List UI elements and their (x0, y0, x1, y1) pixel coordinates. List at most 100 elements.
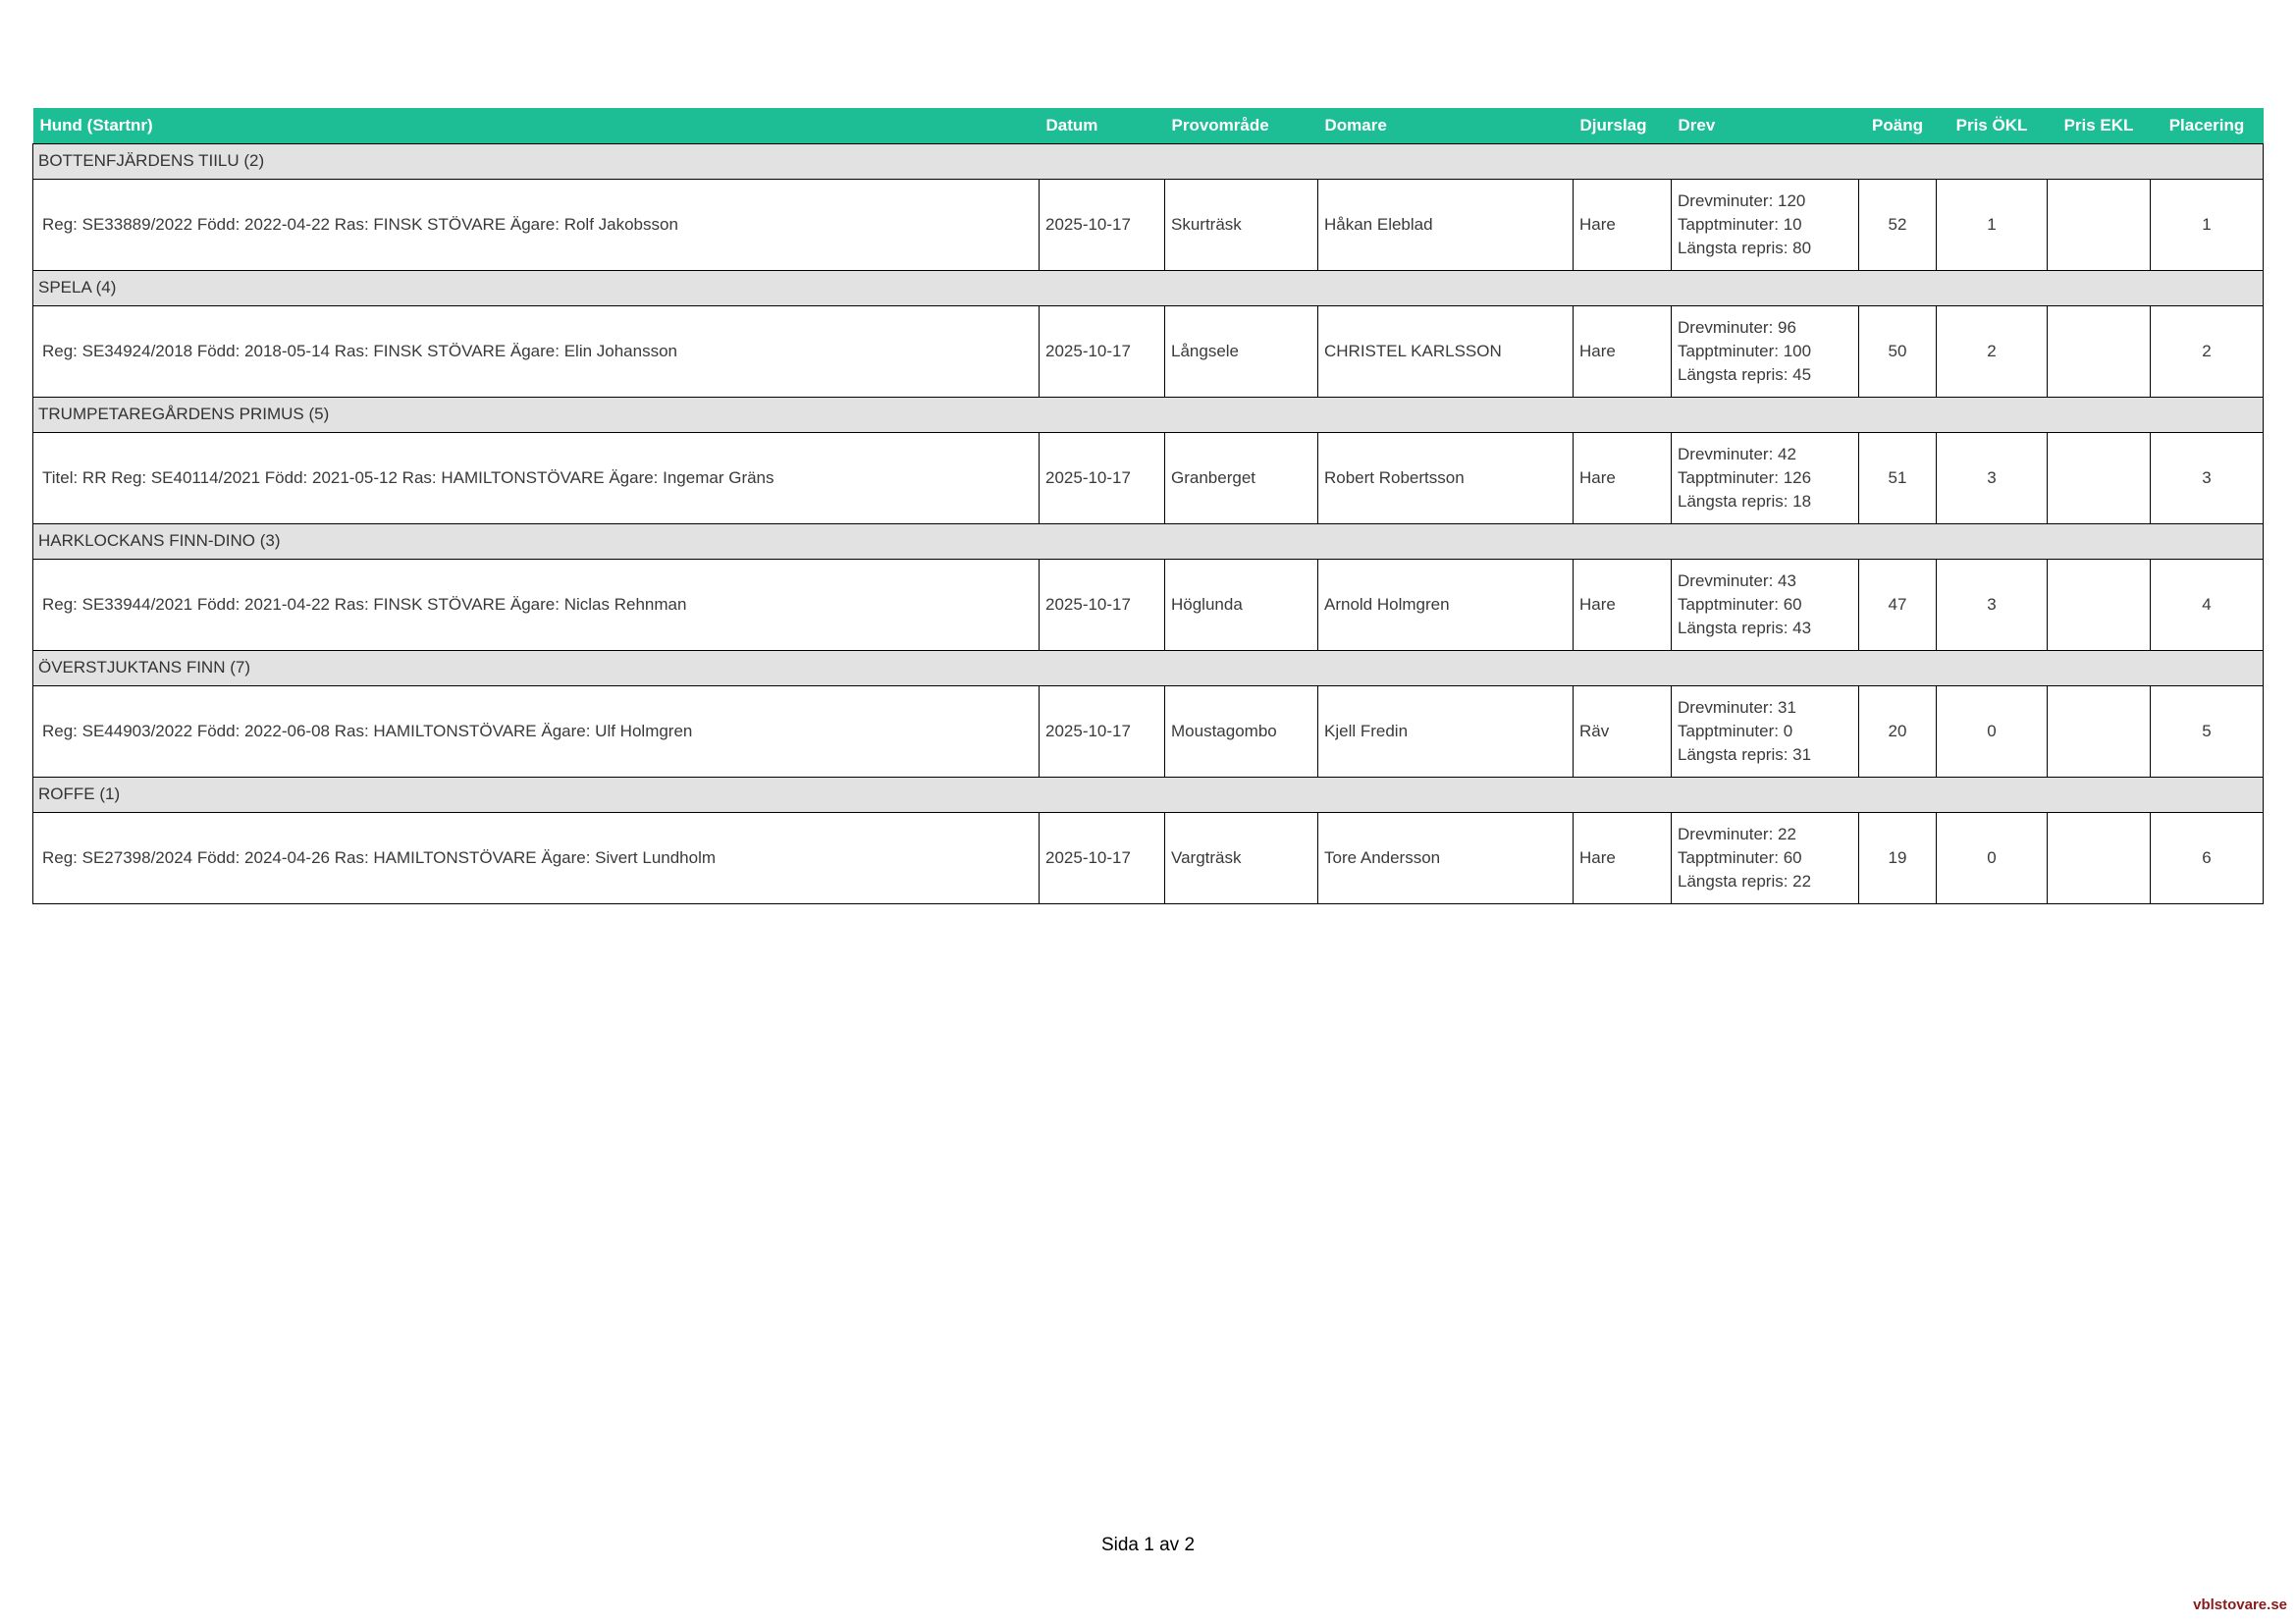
cell-djurslag: Hare (1573, 558, 1672, 651)
langsta-repris-value: Längsta repris: 43 (1678, 618, 1812, 637)
cell-poang: 52 (1858, 178, 1937, 271)
tapptminuter-value: Tapptminuter: 60 (1678, 594, 1802, 614)
tapptminuter-value: Tapptminuter: 60 (1678, 847, 1802, 867)
drevminuter-value: Drevminuter: 43 (1678, 570, 1796, 590)
cell-pris-okl: 0 (1936, 684, 2048, 778)
tapptminuter-value: Tapptminuter: 0 (1678, 721, 1793, 740)
dog-name-label: HARKLOCKANS FINN-DINO (3) (32, 522, 2264, 560)
cell-datum: 2025-10-17 (1039, 304, 1165, 398)
langsta-repris-value: Längsta repris: 80 (1678, 238, 1812, 257)
cell-placering: 6 (2150, 811, 2264, 904)
cell-pris-okl: 0 (1936, 811, 2048, 904)
cell-provomrade: Skurträsk (1164, 178, 1318, 271)
column-header-provomrade: Provområde (1164, 108, 1318, 143)
cell-domare: Håkan Eleblad (1317, 178, 1574, 271)
cell-hund: Reg: SE33889/2022 Född: 2022-04-22 Ras: … (32, 178, 1040, 271)
cell-placering: 5 (2150, 684, 2264, 778)
cell-pris-okl: 2 (1936, 304, 2048, 398)
cell-domare: Robert Robertsson (1317, 431, 1574, 524)
dog-group-header: SPELA (4) (32, 269, 2264, 306)
result-row: Reg: SE27398/2024 Född: 2024-04-26 Ras: … (32, 811, 2264, 904)
column-header-hund: Hund (Startnr) (32, 108, 1040, 143)
cell-datum: 2025-10-17 (1039, 431, 1165, 524)
dog-group-header: ROFFE (1) (32, 776, 2264, 813)
result-row: Reg: SE34924/2018 Född: 2018-05-14 Ras: … (32, 304, 2264, 398)
tapptminuter-value: Tapptminuter: 126 (1678, 467, 1812, 487)
cell-djurslag: Hare (1573, 431, 1672, 524)
cell-provomrade: Höglunda (1164, 558, 1318, 651)
cell-pris-ekl (2047, 431, 2151, 524)
cell-datum: 2025-10-17 (1039, 178, 1165, 271)
dog-name-label: BOTTENFJÄRDENS TIILU (2) (32, 142, 2264, 180)
cell-poang: 47 (1858, 558, 1937, 651)
cell-djurslag: Hare (1573, 304, 1672, 398)
cell-pris-okl: 3 (1936, 431, 2048, 524)
cell-poang: 19 (1858, 811, 1937, 904)
cell-provomrade: Vargträsk (1164, 811, 1318, 904)
site-logo-text: vblstovare.se (2193, 1597, 2287, 1613)
cell-datum: 2025-10-17 (1039, 684, 1165, 778)
tapptminuter-value: Tapptminuter: 10 (1678, 214, 1802, 234)
page-number-label: Sida 1 av 2 (1100, 1535, 1196, 1555)
cell-hund: Reg: SE33944/2021 Född: 2021-04-22 Ras: … (32, 558, 1040, 651)
cell-hund: Reg: SE27398/2024 Född: 2024-04-26 Ras: … (32, 811, 1040, 904)
column-header-drev: Drev (1671, 108, 1859, 143)
cell-pris-ekl (2047, 684, 2151, 778)
column-header-datum: Datum (1039, 108, 1165, 143)
drevminuter-value: Drevminuter: 22 (1678, 824, 1796, 843)
drevminuter-value: Drevminuter: 42 (1678, 444, 1796, 463)
cell-datum: 2025-10-17 (1039, 558, 1165, 651)
cell-pris-ekl (2047, 558, 2151, 651)
cell-pris-ekl (2047, 178, 2151, 271)
cell-drev: Drevminuter: 22 Tapptminuter: 60 Längsta… (1671, 811, 1859, 904)
langsta-repris-value: Längsta repris: 31 (1678, 744, 1812, 764)
drevminuter-value: Drevminuter: 31 (1678, 697, 1796, 717)
result-row: Reg: SE44903/2022 Född: 2022-06-08 Ras: … (32, 684, 2264, 778)
column-header-pris-ekl: Pris EKL (2047, 108, 2151, 143)
cell-placering: 1 (2150, 178, 2264, 271)
cell-poang: 50 (1858, 304, 1937, 398)
cell-placering: 4 (2150, 558, 2264, 651)
cell-djurslag: Räv (1573, 684, 1672, 778)
cell-placering: 2 (2150, 304, 2264, 398)
cell-drev: Drevminuter: 96 Tapptminuter: 100 Längst… (1671, 304, 1859, 398)
dog-name-label: ÖVERSTJUKTANS FINN (7) (32, 649, 2264, 686)
column-header-djurslag: Djurslag (1573, 108, 1672, 143)
cell-datum: 2025-10-17 (1039, 811, 1165, 904)
cell-domare: Arnold Holmgren (1317, 558, 1574, 651)
cell-drev: Drevminuter: 31 Tapptminuter: 0 Längsta … (1671, 684, 1859, 778)
cell-provomrade: Moustagombo (1164, 684, 1318, 778)
dog-name-label: ROFFE (1) (32, 776, 2264, 813)
langsta-repris-value: Längsta repris: 18 (1678, 491, 1812, 511)
table-header-row: Hund (Startnr) Datum Provområde Domare D… (32, 108, 2264, 143)
langsta-repris-value: Längsta repris: 45 (1678, 364, 1812, 384)
column-header-domare: Domare (1317, 108, 1574, 143)
column-header-placering: Placering (2150, 108, 2264, 143)
cell-domare: Tore Andersson (1317, 811, 1574, 904)
dog-group-header: BOTTENFJÄRDENS TIILU (2) (32, 142, 2264, 180)
dog-name-label: TRUMPETAREGÅRDENS PRIMUS (5) (32, 396, 2264, 433)
drevminuter-value: Drevminuter: 120 (1678, 190, 1806, 210)
tapptminuter-value: Tapptminuter: 100 (1678, 341, 1812, 360)
cell-hund: Titel: RR Reg: SE40114/2021 Född: 2021-0… (32, 431, 1040, 524)
cell-provomrade: Granberget (1164, 431, 1318, 524)
column-header-poang: Poäng (1858, 108, 1937, 143)
cell-placering: 3 (2150, 431, 2264, 524)
cell-drev: Drevminuter: 42 Tapptminuter: 126 Längst… (1671, 431, 1859, 524)
cell-drev: Drevminuter: 43 Tapptminuter: 60 Längsta… (1671, 558, 1859, 651)
cell-hund: Reg: SE44903/2022 Född: 2022-06-08 Ras: … (32, 684, 1040, 778)
cell-pris-okl: 3 (1936, 558, 2048, 651)
cell-hund: Reg: SE34924/2018 Född: 2018-05-14 Ras: … (32, 304, 1040, 398)
cell-poang: 20 (1858, 684, 1937, 778)
cell-poang: 51 (1858, 431, 1937, 524)
langsta-repris-value: Längsta repris: 22 (1678, 871, 1812, 891)
result-row: Titel: RR Reg: SE40114/2021 Född: 2021-0… (32, 431, 2264, 524)
dog-group-header: ÖVERSTJUKTANS FINN (7) (32, 649, 2264, 686)
cell-djurslag: Hare (1573, 178, 1672, 271)
cell-drev: Drevminuter: 120 Tapptminuter: 10 Längst… (1671, 178, 1859, 271)
cell-djurslag: Hare (1573, 811, 1672, 904)
dog-group-header: HARKLOCKANS FINN-DINO (3) (32, 522, 2264, 560)
column-header-pris-okl: Pris ÖKL (1936, 108, 2048, 143)
dog-name-label: SPELA (4) (32, 269, 2264, 306)
